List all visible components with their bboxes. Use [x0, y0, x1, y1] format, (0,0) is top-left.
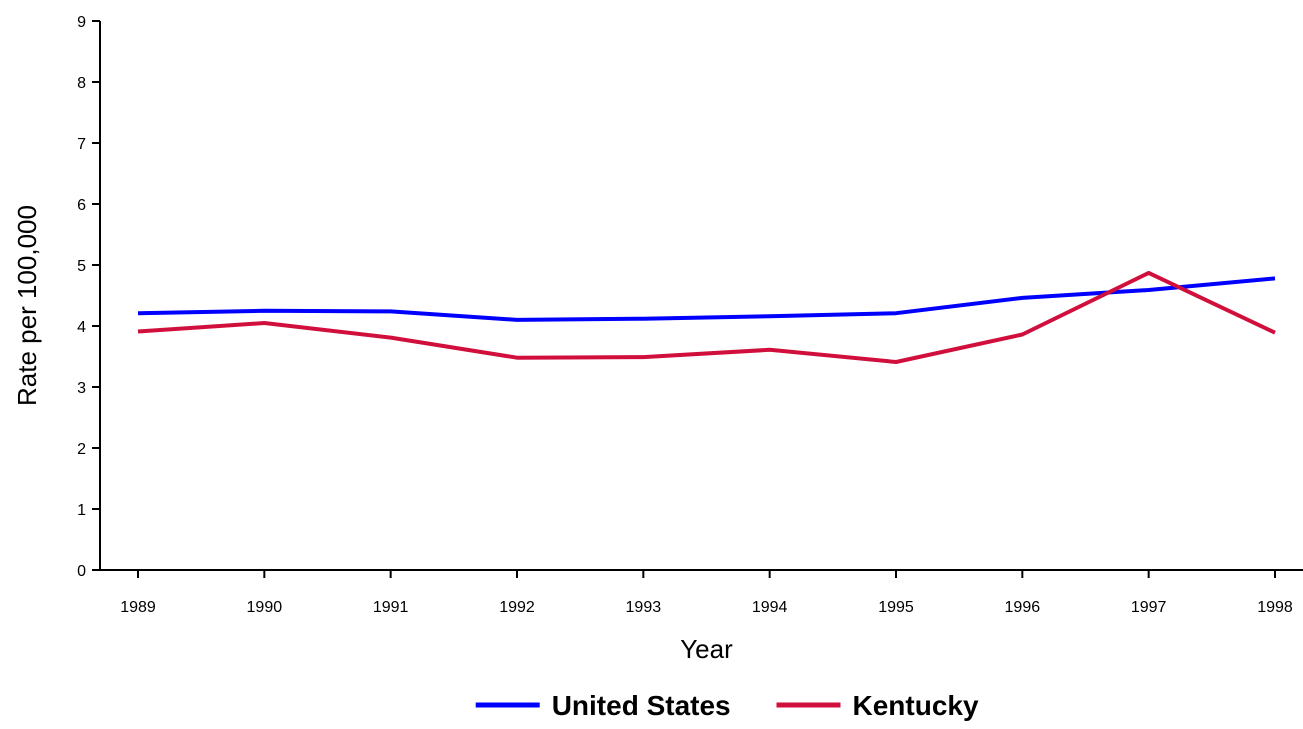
- x-tick-label: 1997: [1131, 599, 1167, 616]
- y-tick-label: 7: [77, 136, 86, 153]
- legend-label-kentucky: Kentucky: [853, 690, 979, 721]
- y-tick-label: 3: [77, 380, 86, 397]
- legend-label-united-states: United States: [552, 690, 731, 721]
- x-tick-label: 1998: [1257, 599, 1293, 616]
- x-axis-title: Year: [680, 634, 733, 664]
- x-tick-label: 1993: [626, 599, 662, 616]
- x-tick-label: 1989: [120, 599, 156, 616]
- y-tick-label: 9: [77, 14, 86, 31]
- y-tick-label: 8: [77, 75, 86, 92]
- y-tick-label: 6: [77, 197, 86, 214]
- y-tick-label: 4: [77, 319, 86, 336]
- series-line-kentucky: [137, 270, 1276, 364]
- axes: 0 1 2 3 4 5 6 7 8 9 1989 1990 1991 1992 1993 1994 1995 19…: [77, 14, 1303, 616]
- x-tick-label: 1996: [1005, 599, 1041, 616]
- x-tick-label: 1990: [247, 599, 283, 616]
- x-tick-label: 1994: [752, 599, 788, 616]
- y-tick-label: 1: [77, 502, 86, 519]
- series-line-united-states: [137, 276, 1276, 322]
- axis-titles: Year Rate per 100,000: [12, 205, 733, 664]
- legend: United States Kentucky: [475, 690, 979, 721]
- y-tick-label: 0: [77, 563, 86, 580]
- x-tick-label: 1995: [878, 599, 914, 616]
- y-axis-title: Rate per 100,000: [12, 205, 42, 406]
- x-tick-label: 1992: [499, 599, 535, 616]
- y-tick-label: 5: [77, 258, 86, 275]
- x-tick-label: 1991: [373, 599, 409, 616]
- series-lines: [137, 270, 1276, 364]
- y-tick-label: 2: [77, 441, 86, 458]
